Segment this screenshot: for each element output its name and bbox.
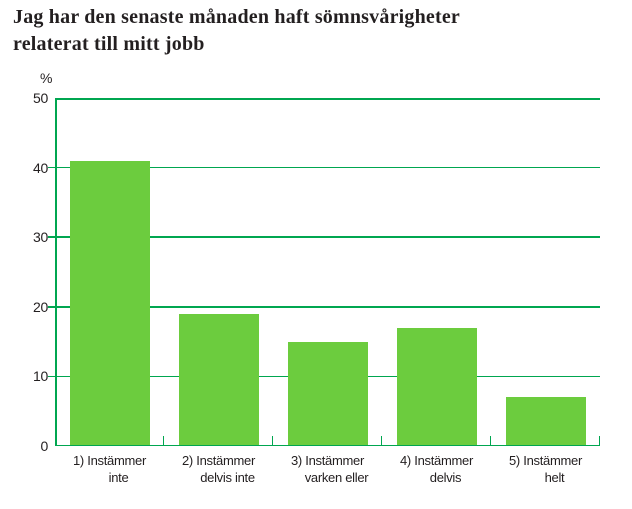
x-axis-label-line2: varken eller: [304, 469, 369, 485]
y-axis-line: [55, 98, 57, 446]
chart-title: Jag har den senaste månaden haft sömnsvå…: [13, 4, 460, 58]
x-axis-label-3: 3) Instämmer varken eller: [273, 453, 382, 486]
bar-3: [287, 341, 368, 446]
chart-title-line-2: relaterat till mitt jobb: [13, 33, 205, 55]
plot-area: [48, 98, 600, 446]
y-tick-label-50: 50: [33, 90, 48, 106]
y-tick-label-10: 10: [33, 368, 48, 385]
bar-5: [505, 397, 586, 446]
x-axis-label-line2: delvis inte: [200, 469, 255, 485]
chart-title-line-1: Jag har den senaste månaden haft sömnsvå…: [13, 6, 461, 28]
x-axis-line: [55, 444, 600, 446]
gridline-30: [48, 236, 600, 238]
x-tick-4: [489, 436, 491, 446]
x-axis-label-line2: inte: [108, 469, 129, 485]
x-axis-label-line1: 2) Instämmer: [182, 453, 255, 468]
x-axis-label-line1: 1) Instämmer: [73, 453, 146, 468]
x-tick-2: [271, 436, 273, 446]
x-tick-3: [380, 436, 382, 446]
gridline-40: [48, 166, 600, 169]
x-axis-label-line1: 4) Instämmer: [400, 453, 473, 468]
bar-4: [396, 327, 477, 446]
x-axis-labels: 1) Instämmer inte 2) Instämmer delvis inte 3…: [55, 453, 600, 493]
y-tick-label-30: 30: [33, 229, 48, 246]
y-tick-label-40: 40: [33, 159, 48, 176]
x-axis-label-1: 1) Instämmer inte: [55, 453, 164, 486]
x-axis-label-line2: helt: [544, 469, 565, 485]
y-axis-tick-labels: 50 40 30 20 10 0: [14, 90, 48, 454]
x-tick-5: [598, 436, 600, 446]
y-tick-label-20: 20: [33, 298, 48, 315]
x-axis-label-line1: 3) Instämmer: [291, 453, 364, 468]
gridline-20: [48, 306, 600, 308]
y-tick-label-0: 0: [40, 438, 49, 454]
x-axis-label-5: 5) Instämmer helt: [491, 453, 600, 486]
x-axis-label-4: 4) Instämmer delvis: [382, 453, 491, 486]
x-axis-label-line2: delvis: [429, 469, 462, 485]
y-axis-unit-label: %: [40, 70, 53, 86]
x-axis-label-line1: 5) Instämmer: [509, 453, 582, 468]
bar-2: [178, 313, 259, 446]
x-tick-1: [162, 436, 164, 446]
gridline-50: [55, 98, 600, 100]
bar-1: [69, 160, 150, 446]
x-axis-label-2: 2) Instämmer delvis inte: [164, 453, 273, 486]
